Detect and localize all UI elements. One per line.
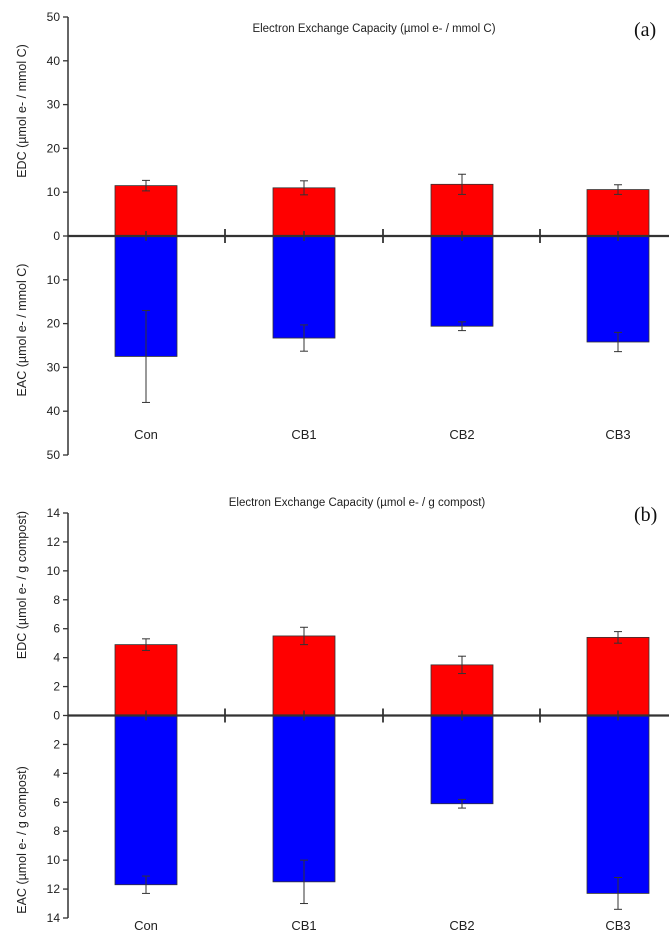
bar-eac-cb2-a (430, 235, 494, 327)
bar-edc-cb1-b (272, 635, 336, 716)
y-tick-label-b-1: 12 (47, 535, 61, 549)
chart-title-a: Electron Exchange Capacity (µmol e- / mm… (252, 23, 495, 35)
chart-panel-b: Electron Exchange Capacity (µmol e- / g … (15, 497, 669, 933)
y-tick-label-b-9: 4 (53, 766, 60, 780)
panel-label-a: (a) (634, 19, 656, 41)
category-label-cb1-b: CB1 (291, 918, 316, 933)
bar-edc-cb1-a (272, 187, 336, 237)
chart-title-b: Electron Exchange Capacity (µmol e- / g … (229, 497, 486, 509)
y-tick-label-a-1: 40 (47, 54, 61, 68)
category-label-cb2-a: CB2 (449, 427, 474, 442)
ylabel-bottom-a: EAC (µmol e- / mmol C) (15, 264, 29, 397)
y-tick-label-b-2: 10 (47, 564, 61, 578)
category-label-con-b: Con (134, 918, 158, 933)
bar-eac-cb3-b (586, 715, 650, 894)
y-tick-label-b-5: 4 (53, 651, 60, 665)
y-tick-label-b-3: 8 (53, 593, 60, 607)
category-label-con-a: Con (134, 427, 158, 442)
y-tick-label-a-2: 30 (47, 98, 61, 112)
category-label-cb2-b: CB2 (449, 918, 474, 933)
bar-edc-con-a (114, 185, 178, 237)
chart-panel-a: Electron Exchange Capacity (µmol e- / mm… (15, 10, 669, 462)
y-tick-label-b-6: 2 (53, 680, 60, 694)
ylabel-bottom-b: EAC (µmol e- / g compost) (15, 766, 29, 914)
y-tick-label-b-13: 12 (47, 882, 61, 896)
y-tick-label-b-7: 0 (53, 709, 60, 723)
category-label-cb3-b: CB3 (605, 918, 630, 933)
y-tick-label-b-4: 6 (53, 622, 60, 636)
y-tick-label-b-11: 8 (53, 824, 60, 838)
bar-edc-cb3-b (586, 636, 650, 716)
y-tick-label-b-8: 2 (53, 737, 60, 751)
y-tick-label-b-14: 14 (47, 911, 61, 925)
y-tick-label-a-7: 20 (47, 317, 61, 331)
y-tick-label-a-0: 50 (47, 10, 61, 24)
ylabel-top-a: EDC (µmol e- / mmol C) (15, 44, 29, 178)
y-tick-label-a-6: 10 (47, 273, 61, 287)
panel-label-b: (b) (634, 504, 657, 526)
y-tick-label-a-10: 50 (47, 448, 61, 462)
bar-edc-cb3-a (586, 189, 650, 237)
y-tick-label-a-3: 20 (47, 141, 61, 155)
bar-edc-con-b (114, 644, 178, 716)
y-tick-label-b-12: 10 (47, 853, 61, 867)
bar-eac-cb1-a (272, 235, 336, 339)
bar-eac-con-b (114, 715, 178, 886)
bar-eac-cb3-a (586, 235, 650, 343)
y-tick-label-a-9: 40 (47, 404, 61, 418)
y-tick-label-b-0: 14 (47, 506, 61, 520)
y-tick-label-a-4: 10 (47, 185, 61, 199)
y-tick-label-a-5: 0 (53, 229, 60, 243)
ylabel-top-b: EDC (µmol e- / g compost) (15, 511, 29, 659)
category-label-cb1-a: CB1 (291, 427, 316, 442)
y-tick-label-b-10: 6 (53, 795, 60, 809)
y-tick-label-a-8: 30 (47, 360, 61, 374)
bar-eac-cb1-b (272, 715, 336, 883)
bar-eac-cb2-b (430, 715, 494, 805)
category-label-cb3-a: CB3 (605, 427, 630, 442)
